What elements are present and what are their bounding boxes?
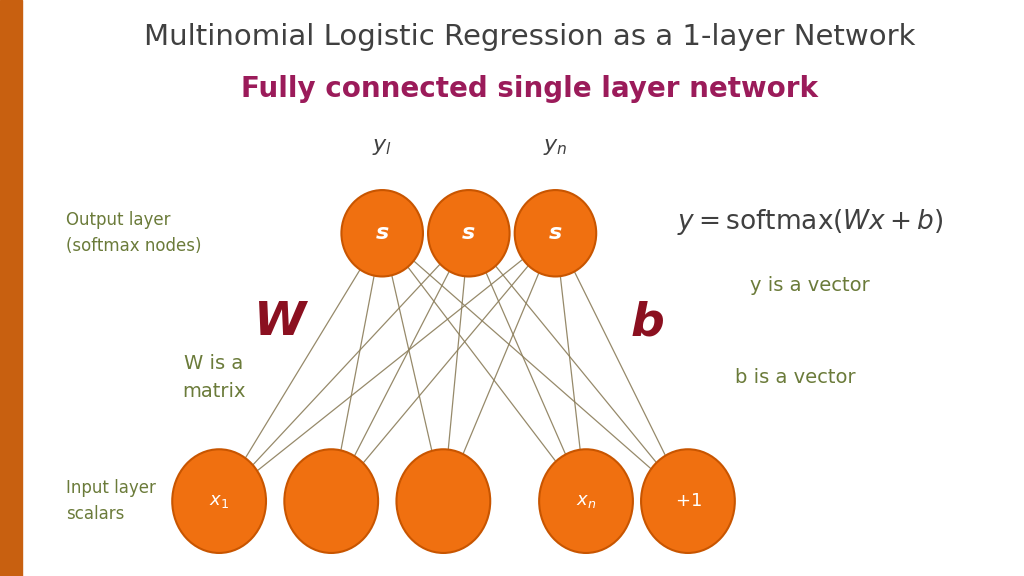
- Ellipse shape: [641, 449, 735, 553]
- Text: $y_n$: $y_n$: [543, 137, 567, 157]
- Ellipse shape: [285, 449, 378, 553]
- Text: s: s: [549, 223, 562, 243]
- Ellipse shape: [341, 190, 423, 276]
- Ellipse shape: [396, 449, 490, 553]
- Text: Fully connected single layer network: Fully connected single layer network: [242, 75, 818, 103]
- Text: W: W: [254, 300, 306, 345]
- Text: b: b: [630, 300, 665, 345]
- Text: s: s: [462, 223, 475, 243]
- Text: Multinomial Logistic Regression as a 1-layer Network: Multinomial Logistic Regression as a 1-l…: [144, 24, 915, 51]
- Text: y is a vector: y is a vector: [751, 276, 870, 294]
- Text: $y_l$: $y_l$: [372, 137, 392, 157]
- Text: $x_1$: $x_1$: [209, 492, 229, 510]
- Bar: [0, 0, 23, 576]
- Ellipse shape: [428, 190, 510, 276]
- Text: $y = \mathrm{softmax}(Wx + b)$: $y = \mathrm{softmax}(Wx + b)$: [677, 207, 943, 237]
- Text: s: s: [376, 223, 389, 243]
- Ellipse shape: [540, 449, 633, 553]
- Ellipse shape: [172, 449, 266, 553]
- Text: $+1$: $+1$: [675, 492, 701, 510]
- Text: W is a
matrix: W is a matrix: [182, 354, 246, 401]
- Text: Input layer
scalars: Input layer scalars: [67, 479, 156, 524]
- Ellipse shape: [515, 190, 596, 276]
- Text: b is a vector: b is a vector: [734, 368, 855, 386]
- Text: Output layer
(softmax nodes): Output layer (softmax nodes): [67, 211, 202, 256]
- Text: $x_n$: $x_n$: [575, 492, 596, 510]
